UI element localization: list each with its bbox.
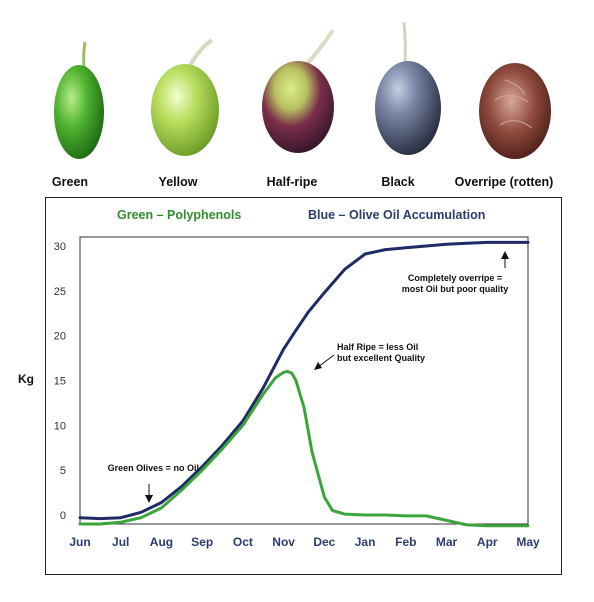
legend-oil-accumulation: Blue – Olive Oil Accumulation xyxy=(308,208,486,222)
annotation-overripe: most Oil but poor quality xyxy=(402,284,509,294)
y-axis-label: Kg xyxy=(18,372,34,386)
plot-area xyxy=(79,236,529,525)
olive-yellow xyxy=(151,38,219,156)
arrowhead-overripe xyxy=(501,251,509,259)
x-tick-label: Feb xyxy=(395,535,416,549)
y-tick-label: 10 xyxy=(54,420,66,432)
stage-label-green: Green xyxy=(51,175,89,189)
y-tick-label: 5 xyxy=(60,465,66,477)
annotation-half-ripe: Half Ripe = less Oil xyxy=(337,342,418,352)
stage-label-half-ripe: Half-ripe xyxy=(266,175,318,189)
x-tick-label: Oct xyxy=(233,535,253,549)
y-tick-label: 25 xyxy=(54,286,66,298)
stage-label-black: Black xyxy=(381,175,415,189)
x-tick-label: Jan xyxy=(355,535,376,549)
x-tick-label: Sep xyxy=(191,535,213,549)
y-tick-label: 0 xyxy=(60,510,66,522)
olive-overripe xyxy=(479,63,551,159)
olive-black xyxy=(375,21,441,155)
olive-ripeness-strip xyxy=(54,21,551,159)
olive-green xyxy=(54,41,104,159)
series-line-polyphenols xyxy=(78,370,530,528)
chart-frame xyxy=(45,197,562,575)
annotation-overripe: Completely overripe = xyxy=(408,273,502,283)
legend-polyphenols: Green – Polyphenols xyxy=(117,208,242,222)
series-line-oil-accumulation xyxy=(78,240,530,521)
stage-label-yellow: Yellow xyxy=(158,175,198,189)
y-tick-label: 20 xyxy=(54,331,66,343)
arrow-half-ripe xyxy=(317,354,335,368)
annotation-half-ripe: but excellent Quality xyxy=(337,353,425,363)
y-tick-label: 15 xyxy=(54,376,66,388)
y-tick-label: 30 xyxy=(54,241,66,253)
x-tick-label: Jul xyxy=(112,535,129,549)
x-tick-label: Apr xyxy=(477,535,498,549)
x-tick-label: Aug xyxy=(150,535,173,549)
x-tick-label: Dec xyxy=(313,535,335,549)
annotation-green-olives: Green Olives = no Oil xyxy=(108,463,199,473)
x-tick-label: Nov xyxy=(272,535,295,549)
arrowhead-green-olives xyxy=(145,495,153,503)
x-tick-label: Mar xyxy=(436,535,458,549)
arrowhead-half-ripe xyxy=(314,362,322,370)
x-tick-label: May xyxy=(516,535,540,549)
x-tick-label: Jun xyxy=(69,535,90,549)
stage-label-overripe: Overripe (rotten) xyxy=(454,175,554,189)
olive-half-ripe xyxy=(262,28,335,153)
